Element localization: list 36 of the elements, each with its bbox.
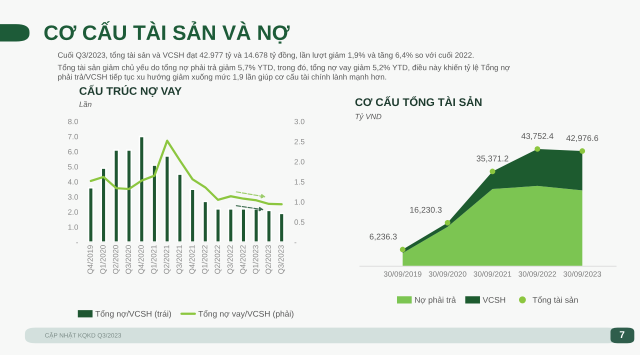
point <box>580 148 586 154</box>
legend-label: Tổng tài sản <box>532 296 578 305</box>
line-series <box>90 140 283 206</box>
bar <box>88 187 94 242</box>
bar <box>100 167 106 242</box>
data-label: 42,976.6 <box>566 135 598 142</box>
point <box>490 168 496 174</box>
point <box>400 246 406 252</box>
bar <box>164 155 170 242</box>
legend-label: VCSH <box>482 296 506 303</box>
point <box>534 146 540 152</box>
text: 7 <box>620 331 624 338</box>
bar <box>228 208 234 242</box>
point <box>444 220 450 226</box>
data-label: 6,236.3 <box>370 234 397 241</box>
bar <box>126 149 132 242</box>
text: CƠ CẤU TÀI SẢN VÀ NỢ <box>44 21 290 44</box>
text: CƠ CẤU TỔNG TÀI SẢN <box>355 96 482 106</box>
data-label: 35,371.2 <box>476 156 508 162</box>
bar <box>176 174 183 242</box>
bar <box>240 208 246 242</box>
bar <box>202 200 208 242</box>
legend-label: Nợ phải trả <box>415 296 456 305</box>
bar <box>266 210 272 242</box>
legend-label: Tổng nợ/VCSH (trái) <box>95 310 171 318</box>
data-label: 43,752.4 <box>521 133 554 140</box>
chart-title: CẤU TRÚC NỢ VAY <box>80 84 182 97</box>
bar <box>152 164 158 242</box>
bar <box>138 136 145 242</box>
legend-label: Tổng nợ vay/VCSH (phải) <box>198 310 294 318</box>
bar <box>113 149 120 242</box>
data-label: 16,230.3 <box>410 206 442 214</box>
bar <box>253 208 260 242</box>
bar <box>190 188 196 242</box>
bar <box>215 208 221 242</box>
bar <box>278 212 285 242</box>
